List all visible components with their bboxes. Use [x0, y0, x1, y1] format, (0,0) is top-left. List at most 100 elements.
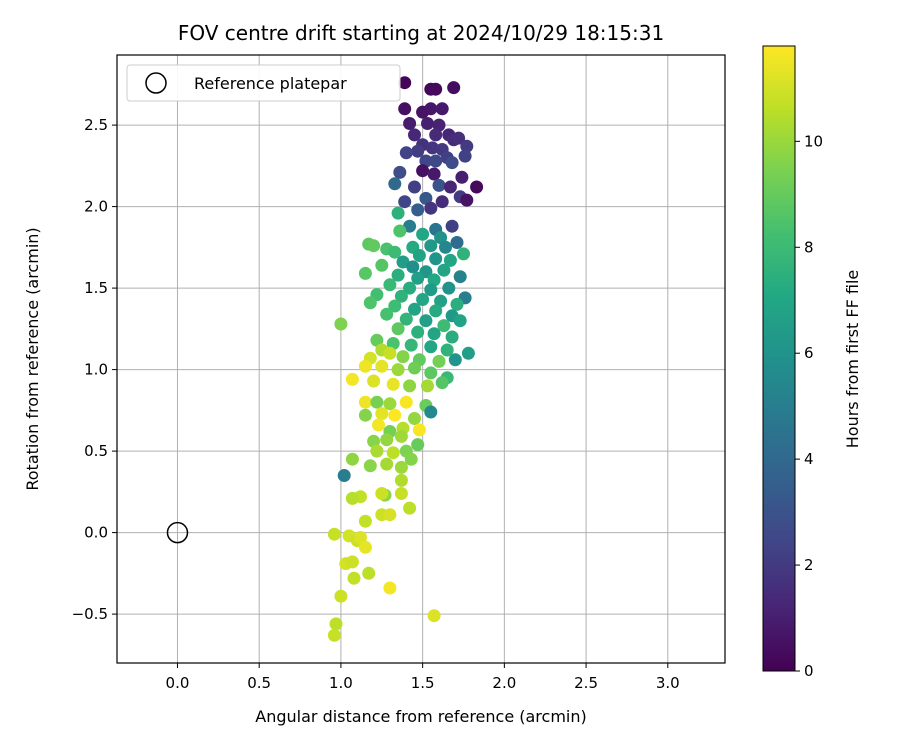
- data-point: [345, 372, 359, 386]
- x-ticks: 0.0 0.5 1.0 1.5 2.0 2.5 3.0: [166, 663, 680, 692]
- data-point: [452, 131, 466, 145]
- data-point: [394, 487, 408, 500]
- data-point: [458, 149, 472, 163]
- data-point: [429, 252, 443, 266]
- data-point: [429, 82, 443, 96]
- data-point: [327, 527, 341, 541]
- data-point: [383, 278, 397, 292]
- data-point: [372, 418, 385, 432]
- data-point: [416, 164, 430, 178]
- data-point: [370, 333, 384, 347]
- data-point: [427, 167, 441, 181]
- data-point: [391, 322, 405, 336]
- data-point: [450, 236, 464, 249]
- data-point: [363, 459, 377, 473]
- data-point: [424, 201, 438, 215]
- data-point: [391, 268, 405, 282]
- data-point: [437, 319, 451, 333]
- colorbar-ticks: 0 2 4 6 8 10: [795, 132, 823, 680]
- data-point: [432, 118, 446, 132]
- data-point: [445, 156, 459, 170]
- colorbar-gradient: [762, 45, 796, 672]
- data-point: [408, 302, 421, 316]
- data-point: [421, 117, 434, 130]
- x-axis-label: Angular distance from reference (arcmin): [255, 707, 586, 726]
- data-point: [411, 271, 425, 285]
- data-point: [404, 452, 418, 466]
- data-point: [408, 412, 421, 425]
- legend: Reference platepar: [126, 64, 401, 102]
- y-tick-label: 0.5: [84, 442, 108, 460]
- data-point: [386, 337, 400, 350]
- data-point: [398, 102, 412, 116]
- data-point: [421, 379, 434, 393]
- data-point: [388, 177, 402, 191]
- data-point: [424, 102, 438, 116]
- data-point: [440, 343, 454, 357]
- data-point: [419, 314, 433, 328]
- data-point: [461, 346, 475, 360]
- data-point: [386, 446, 400, 460]
- data-point: [337, 469, 351, 482]
- data-point: [393, 224, 407, 238]
- x-tick-label: 1.0: [329, 674, 353, 692]
- data-point: [411, 203, 425, 217]
- data-point: [403, 501, 417, 515]
- data-point: [394, 429, 408, 443]
- data-point: [445, 330, 459, 344]
- data-point: [394, 473, 408, 487]
- data-point: [358, 395, 372, 409]
- data-point: [345, 452, 359, 466]
- data-point: [358, 408, 372, 422]
- data-point: [416, 293, 430, 306]
- data-point: [447, 81, 461, 95]
- data-point: [427, 609, 441, 623]
- data-point: [403, 281, 417, 295]
- y-ticks: −0.5 0.0 0.5 1.0 1.5 2.0 2.5: [72, 116, 117, 623]
- data-point: [383, 397, 397, 411]
- data-point: [434, 231, 448, 245]
- colorbar-tick-label: 8: [804, 238, 814, 256]
- x-tick-label: 0.0: [166, 674, 190, 692]
- colorbar-label: Hours from first FF file: [843, 270, 862, 449]
- data-point: [362, 566, 376, 580]
- data-point: [435, 195, 449, 209]
- data-point: [403, 219, 417, 233]
- data-point: [429, 128, 443, 142]
- data-point: [347, 571, 361, 585]
- data-point: [380, 307, 394, 321]
- data-point: [367, 374, 381, 388]
- data-point: [396, 255, 410, 269]
- data-point: [448, 353, 462, 367]
- data-point: [375, 258, 389, 272]
- y-tick-label: 2.5: [84, 116, 108, 134]
- reference-point-marker: [166, 521, 189, 544]
- data-point: [393, 165, 407, 179]
- x-tick-label: 2.5: [574, 674, 598, 692]
- chart-title: FOV centre drift starting at 2024/10/29 …: [178, 21, 664, 45]
- x-tick-label: 2.0: [492, 674, 516, 692]
- colorbar: 0 2 4 6 8 10 Hours from first FF file: [762, 45, 862, 680]
- data-point: [411, 144, 425, 158]
- y-tick-label: −0.5: [72, 605, 108, 623]
- data-point: [455, 170, 469, 184]
- data-point: [375, 487, 389, 500]
- data-point: [394, 289, 408, 303]
- data-point: [416, 227, 430, 241]
- data-point: [380, 457, 394, 471]
- data-point: [386, 377, 400, 391]
- y-tick-label: 1.0: [84, 361, 108, 379]
- data-point: [412, 423, 426, 437]
- data-point: [445, 219, 459, 233]
- data-point: [399, 312, 413, 326]
- data-point: [327, 628, 341, 642]
- data-point: [367, 239, 381, 253]
- data-point: [424, 283, 438, 297]
- y-axis-label: Rotation from reference (arcmin): [23, 227, 42, 490]
- data-point: [411, 325, 425, 339]
- data-point: [329, 617, 343, 631]
- data-point: [453, 314, 467, 328]
- data-point: [394, 460, 408, 474]
- data-point: [358, 359, 372, 373]
